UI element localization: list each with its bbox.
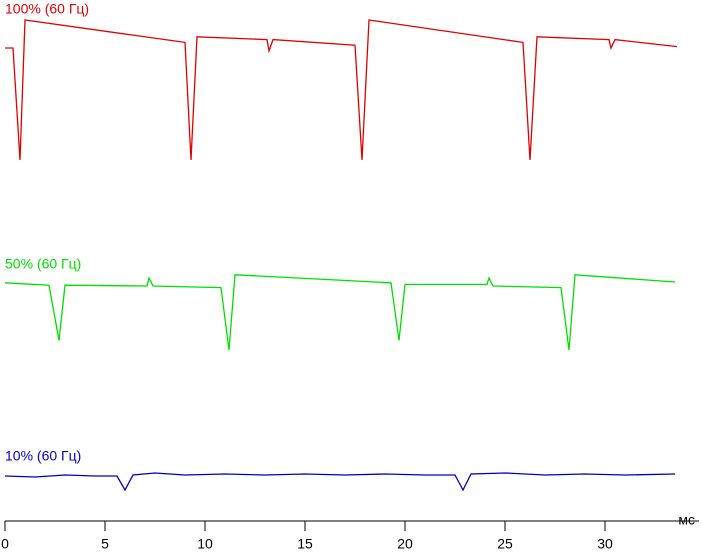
trace [4,472,676,492]
x-tick-label: 10 [197,536,213,551]
x-tick-label: 25 [497,536,513,551]
x-tick-label: 0 [1,536,9,551]
x-tick-label: 20 [397,536,413,551]
trace [5,19,678,161]
x-axis-label: мс [678,512,695,528]
x-tick-label: 5 [101,536,109,551]
legend-label: 50% (60 Гц) [5,256,81,272]
x-tick-label: 15 [297,536,313,551]
x-tick-label: 30 [597,536,613,551]
legend-label: 10% (60 Гц) [5,448,81,464]
trace [4,274,676,351]
legend-label: 100% (60 Гц) [5,1,89,17]
